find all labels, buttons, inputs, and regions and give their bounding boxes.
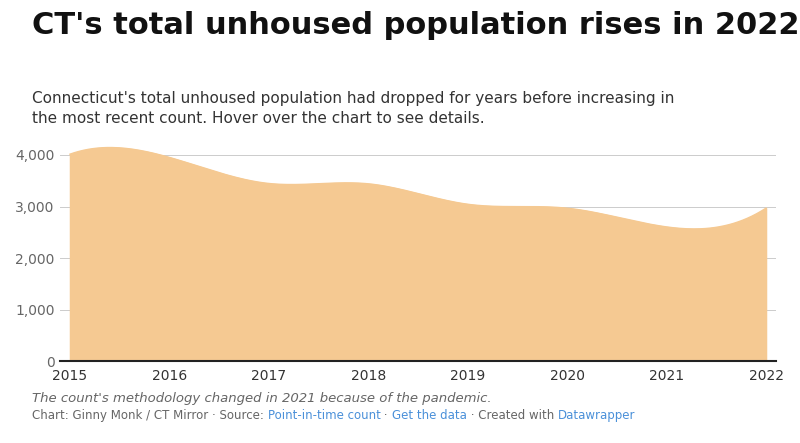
Text: Chart: Ginny Monk / CT Mirror · Source:: Chart: Ginny Monk / CT Mirror · Source: <box>32 409 268 422</box>
Text: Datawrapper: Datawrapper <box>558 409 635 422</box>
Text: Get the data: Get the data <box>392 409 466 422</box>
Text: ·: · <box>381 409 392 422</box>
Text: Connecticut's total unhoused population had dropped for years before increasing : Connecticut's total unhoused population … <box>32 91 674 126</box>
Text: · Created with: · Created with <box>466 409 558 422</box>
Text: CT's total unhoused population rises in 2022: CT's total unhoused population rises in … <box>32 11 799 40</box>
Text: The count's methodology changed in 2021 because of the pandemic.: The count's methodology changed in 2021 … <box>32 392 492 405</box>
Text: Point-in-time count: Point-in-time count <box>268 409 381 422</box>
